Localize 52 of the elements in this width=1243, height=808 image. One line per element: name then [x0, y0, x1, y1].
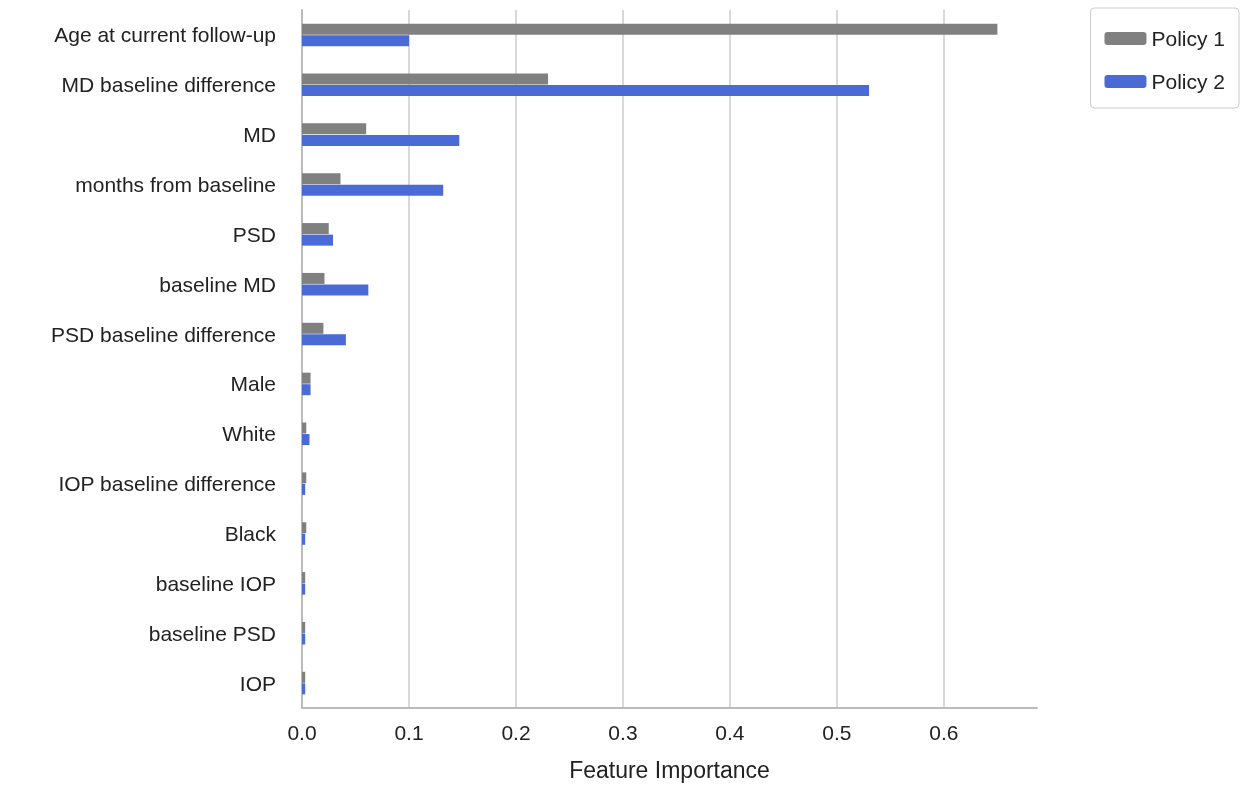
- bar: [302, 372, 311, 384]
- y-tick-label: PSD baseline difference: [51, 322, 276, 346]
- x-tick-label: 0.5: [822, 721, 852, 744]
- x-tick-label: 0.6: [929, 721, 959, 744]
- bar: [302, 334, 346, 346]
- bar: [302, 683, 306, 695]
- y-tick-label: White: [222, 422, 276, 446]
- x-tick-label: 0.4: [715, 721, 745, 744]
- bar: [302, 85, 870, 97]
- bar: [302, 234, 334, 246]
- y-tick-label: months from baseline: [75, 173, 276, 196]
- bar: [302, 522, 307, 534]
- bar: [302, 73, 549, 85]
- y-tick-label: IOP baseline difference: [58, 472, 276, 496]
- bar: [302, 533, 306, 545]
- y-tick-label: Age at current follow-up: [54, 23, 276, 47]
- bar: [302, 134, 460, 146]
- bar: [302, 572, 306, 584]
- x-tick-label: 0.2: [501, 721, 531, 744]
- x-tick-label: 0.0: [287, 721, 317, 744]
- bar: [302, 123, 367, 135]
- bar: [302, 35, 409, 47]
- x-axis-title: Feature Importance: [569, 756, 770, 783]
- x-tick-label: 0.1: [394, 721, 424, 744]
- bar: [302, 173, 341, 185]
- bar: [302, 322, 324, 334]
- bar: [302, 633, 306, 645]
- y-tick-label: baseline IOP: [155, 571, 276, 595]
- y-tick-label: baseline MD: [159, 272, 276, 296]
- bar: [302, 384, 311, 396]
- y-tick-label: MD: [243, 123, 276, 147]
- y-tick-label: MD baseline difference: [61, 73, 276, 97]
- bar: [302, 434, 310, 446]
- bar: [302, 272, 325, 284]
- bar: [302, 621, 306, 633]
- bar: [302, 483, 306, 495]
- bar: [302, 583, 306, 595]
- bar: [302, 223, 329, 235]
- legend-label: Policy 1: [1151, 27, 1225, 50]
- y-tick-label: PSD: [232, 222, 276, 246]
- bar: [302, 184, 444, 196]
- bar: [302, 671, 306, 683]
- bar: [302, 284, 369, 296]
- x-tick-label: 0.3: [608, 721, 638, 744]
- y-tick-label: Black: [224, 522, 277, 545]
- legend-label: Policy 2: [1151, 70, 1225, 93]
- bar: [302, 472, 307, 484]
- y-tick-label: baseline PSD: [148, 621, 276, 645]
- bar: [302, 422, 307, 434]
- y-tick-label: Male: [230, 372, 276, 396]
- bar: [302, 23, 998, 35]
- y-tick-label: IOP: [239, 671, 276, 695]
